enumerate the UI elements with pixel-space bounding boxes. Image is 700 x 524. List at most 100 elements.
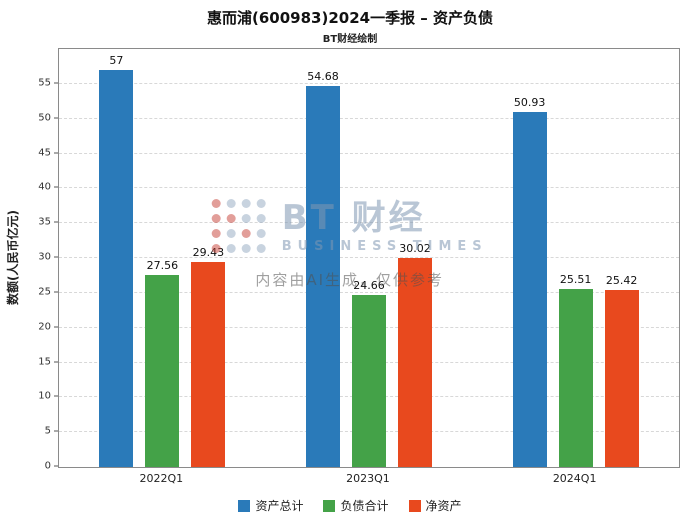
- y-tick-label: 55: [38, 77, 51, 89]
- legend-item-负债合计: 负债合计: [323, 497, 389, 514]
- y-tick-label: 35: [38, 216, 51, 228]
- y-tick-label: 45: [38, 147, 51, 158]
- y-tick-mark: [54, 256, 58, 258]
- y-tick-label: 0: [44, 460, 51, 472]
- legend: 资产总计 负债合计 净资产: [0, 497, 700, 514]
- y-tick-mark: [54, 117, 58, 119]
- legend-label: 负债合计: [340, 499, 389, 513]
- y-axis-title-text: 数额(人民币亿元): [5, 209, 20, 305]
- y-tick: 5: [45, 426, 58, 437]
- plot-area: BT 财经 BUSINESS TIMES 内容由AI生成，仅供参考 57 27.5…: [58, 48, 680, 468]
- bar-2023Q1-负债合计: [351, 295, 386, 467]
- bar-value-label: 24.66: [353, 279, 385, 293]
- bar-group-2024Q1: 50.93 25.51 25.42: [512, 49, 639, 467]
- y-tick: 45: [38, 147, 58, 158]
- bar-value-label: 25.51: [559, 273, 592, 287]
- gridline: [59, 257, 679, 258]
- y-tick-mark: [54, 395, 58, 397]
- bar-value-label: 30.02: [399, 241, 431, 255]
- bar-2023Q1-净资产: [397, 257, 432, 467]
- legend-label: 资产总计: [255, 499, 304, 513]
- chart-subtitle: BT财经绘制: [322, 34, 378, 45]
- watermark-dot: [226, 199, 236, 208]
- watermark-dot: [241, 244, 251, 253]
- watermark-dot: [241, 199, 251, 208]
- bar-value-label: 57: [109, 53, 124, 67]
- bar-2022Q1-负债合计: [145, 275, 180, 467]
- x-axis-labels: 2022Q1 2023Q1 2024Q1: [58, 472, 678, 485]
- y-tick-label: 5: [44, 425, 51, 437]
- gridline: [59, 187, 679, 189]
- bar-column: 50.93: [512, 49, 547, 467]
- y-tick-label: 50: [38, 112, 51, 124]
- y-tick-mark: [54, 82, 58, 84]
- y-tick: 55: [38, 77, 58, 88]
- bar-2024Q1-负债合计: [558, 289, 593, 467]
- bar-group-2023Q1: 54.68 24.66 30.02: [305, 49, 432, 467]
- y-tick-label: 20: [38, 321, 51, 333]
- bar-2022Q1-净资产: [191, 261, 226, 467]
- bar-column: 24.66: [351, 49, 386, 467]
- y-tick: 35: [38, 217, 58, 228]
- bar-value-label: 27.56: [146, 259, 179, 272]
- bar-value-label: 29.43: [192, 245, 225, 259]
- legend-item-净资产: 净资产: [408, 497, 462, 514]
- y-tick: 10: [38, 391, 58, 402]
- x-tick-label: 2024Q1: [552, 472, 597, 485]
- legend-swatch-icon: [238, 499, 251, 512]
- y-tick-mark: [54, 430, 58, 432]
- watermark-dot: [256, 229, 266, 238]
- bar-2024Q1-净资产: [604, 289, 639, 467]
- legend-swatch-icon: [323, 499, 336, 512]
- legend-swatch-icon: [408, 499, 421, 512]
- y-tick-label: 10: [38, 390, 51, 402]
- bar-value-label: 54.68: [307, 70, 339, 84]
- gridline: [59, 291, 679, 293]
- bar-group-2022Q1: 57 27.56 29.43: [99, 49, 226, 467]
- watermark-dot: [226, 244, 236, 253]
- watermark-dot: [226, 229, 236, 238]
- bar-2023Q1-资产总计: [305, 86, 340, 467]
- y-tick-mark: [54, 361, 58, 362]
- gridline: [59, 152, 679, 154]
- bar-column: 27.56: [145, 49, 180, 467]
- bar-2022Q1-资产总计: [99, 69, 134, 467]
- bar-column: 30.02: [397, 49, 432, 467]
- y-tick-mark: [54, 291, 58, 293]
- x-tick-label: 2023Q1: [346, 472, 390, 485]
- y-tick: 20: [38, 321, 58, 332]
- y-tick-label: 40: [38, 181, 51, 193]
- y-tick-label: 15: [38, 356, 51, 367]
- y-tick: 15: [38, 356, 58, 367]
- y-tick: 0: [45, 461, 58, 472]
- bar-column: 25.51: [558, 49, 593, 467]
- y-tick-mark: [54, 465, 58, 467]
- gridline: [59, 82, 679, 84]
- bar-value-label: 25.42: [605, 273, 638, 287]
- y-tick: 40: [38, 182, 58, 193]
- bar-value-label: 50.93: [513, 96, 546, 110]
- legend-item-资产总计: 资产总计: [238, 497, 303, 514]
- y-tick-mark: [54, 221, 58, 223]
- y-tick: 30: [38, 252, 58, 263]
- watermark-dot: [241, 229, 251, 238]
- y-tick-mark: [54, 152, 58, 153]
- bar-column: 54.68: [305, 49, 340, 467]
- x-tick-label: 2022Q1: [139, 472, 184, 485]
- bar-column: 57: [99, 49, 134, 467]
- y-tick-label: 30: [38, 251, 51, 263]
- bar-2024Q1-资产总计: [512, 112, 547, 467]
- y-tick-mark: [54, 186, 58, 188]
- bar-column: 25.42: [604, 49, 639, 467]
- gridline: [59, 117, 679, 119]
- legend-label: 净资产: [425, 499, 462, 513]
- y-tick: 25: [38, 286, 58, 297]
- watermark-dot: [256, 244, 266, 253]
- bar-column: 29.43: [191, 49, 226, 467]
- y-tick: 50: [38, 112, 58, 123]
- y-axis-ticks: 0 5 10 15 20 25 30 35 40 45 50 55: [20, 48, 58, 472]
- chart-title: 惠而浦(600983)2024一季报 – 资产负债: [206, 9, 494, 27]
- y-tick-mark: [54, 326, 58, 328]
- gridline: [59, 222, 679, 224]
